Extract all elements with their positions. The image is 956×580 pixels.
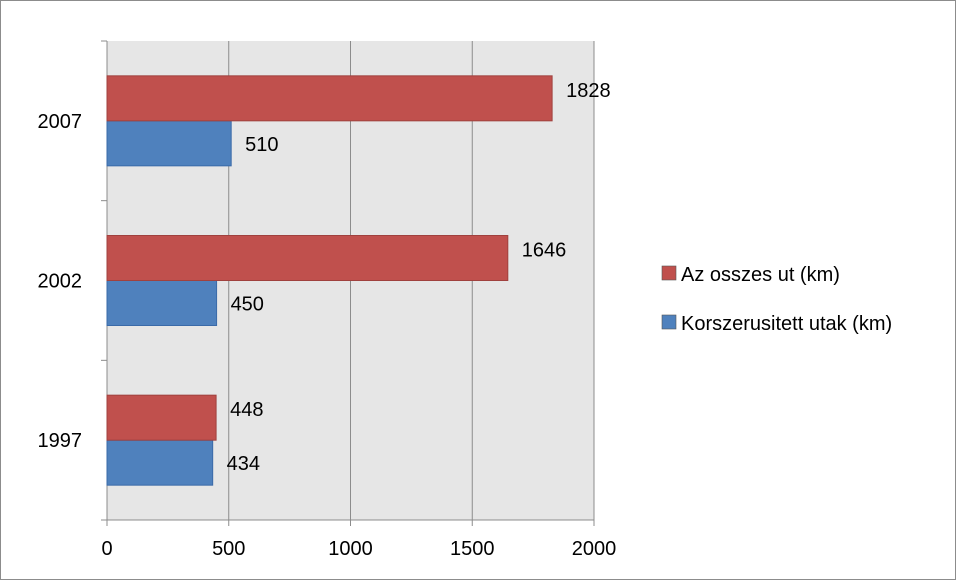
x-tick-label-2000: 2000: [572, 538, 617, 560]
legend-swatch-korszerusitett-utak-km: [661, 314, 677, 330]
bar-korszerusitett-utak-km-2002: [106, 280, 218, 326]
data-label-az-osszes-ut-km-1997: 448: [230, 399, 263, 421]
data-label-az-osszes-ut-km-2007: 1828: [566, 80, 611, 102]
y-tick-label-2002: 2002: [38, 271, 83, 293]
x-tick-label-1000: 1000: [328, 538, 373, 560]
data-label-az-osszes-ut-km-2002: 1646: [522, 240, 567, 262]
y-tick-label-2007: 2007: [38, 111, 83, 133]
legend-label-korszerusitett-utak-km: Korszerusitett utak (km): [681, 313, 892, 335]
bar-az-osszes-ut-km-2002: [106, 235, 509, 281]
data-label-korszerusitett-utak-km-2002: 450: [231, 294, 264, 316]
x-tick-label-1500: 1500: [450, 538, 495, 560]
bar-korszerusitett-utak-km-2007: [106, 120, 232, 167]
legend-swatch-az-osszes-ut-km: [661, 265, 677, 281]
data-label-korszerusitett-utak-km-2007: 510: [245, 134, 278, 156]
x-tick-label-0: 0: [101, 538, 112, 560]
y-tick-label-1997: 1997: [38, 430, 83, 452]
legend-label-az-osszes-ut-km: Az osszes ut (km): [681, 264, 840, 286]
bar-korszerusitett-utak-km-1997: [106, 439, 214, 486]
x-tick-label-500: 500: [212, 538, 245, 560]
bar-az-osszes-ut-km-1997: [106, 394, 217, 441]
data-label-korszerusitett-utak-km-1997: 434: [227, 453, 260, 475]
bar-az-osszes-ut-km-2007: [106, 75, 553, 122]
